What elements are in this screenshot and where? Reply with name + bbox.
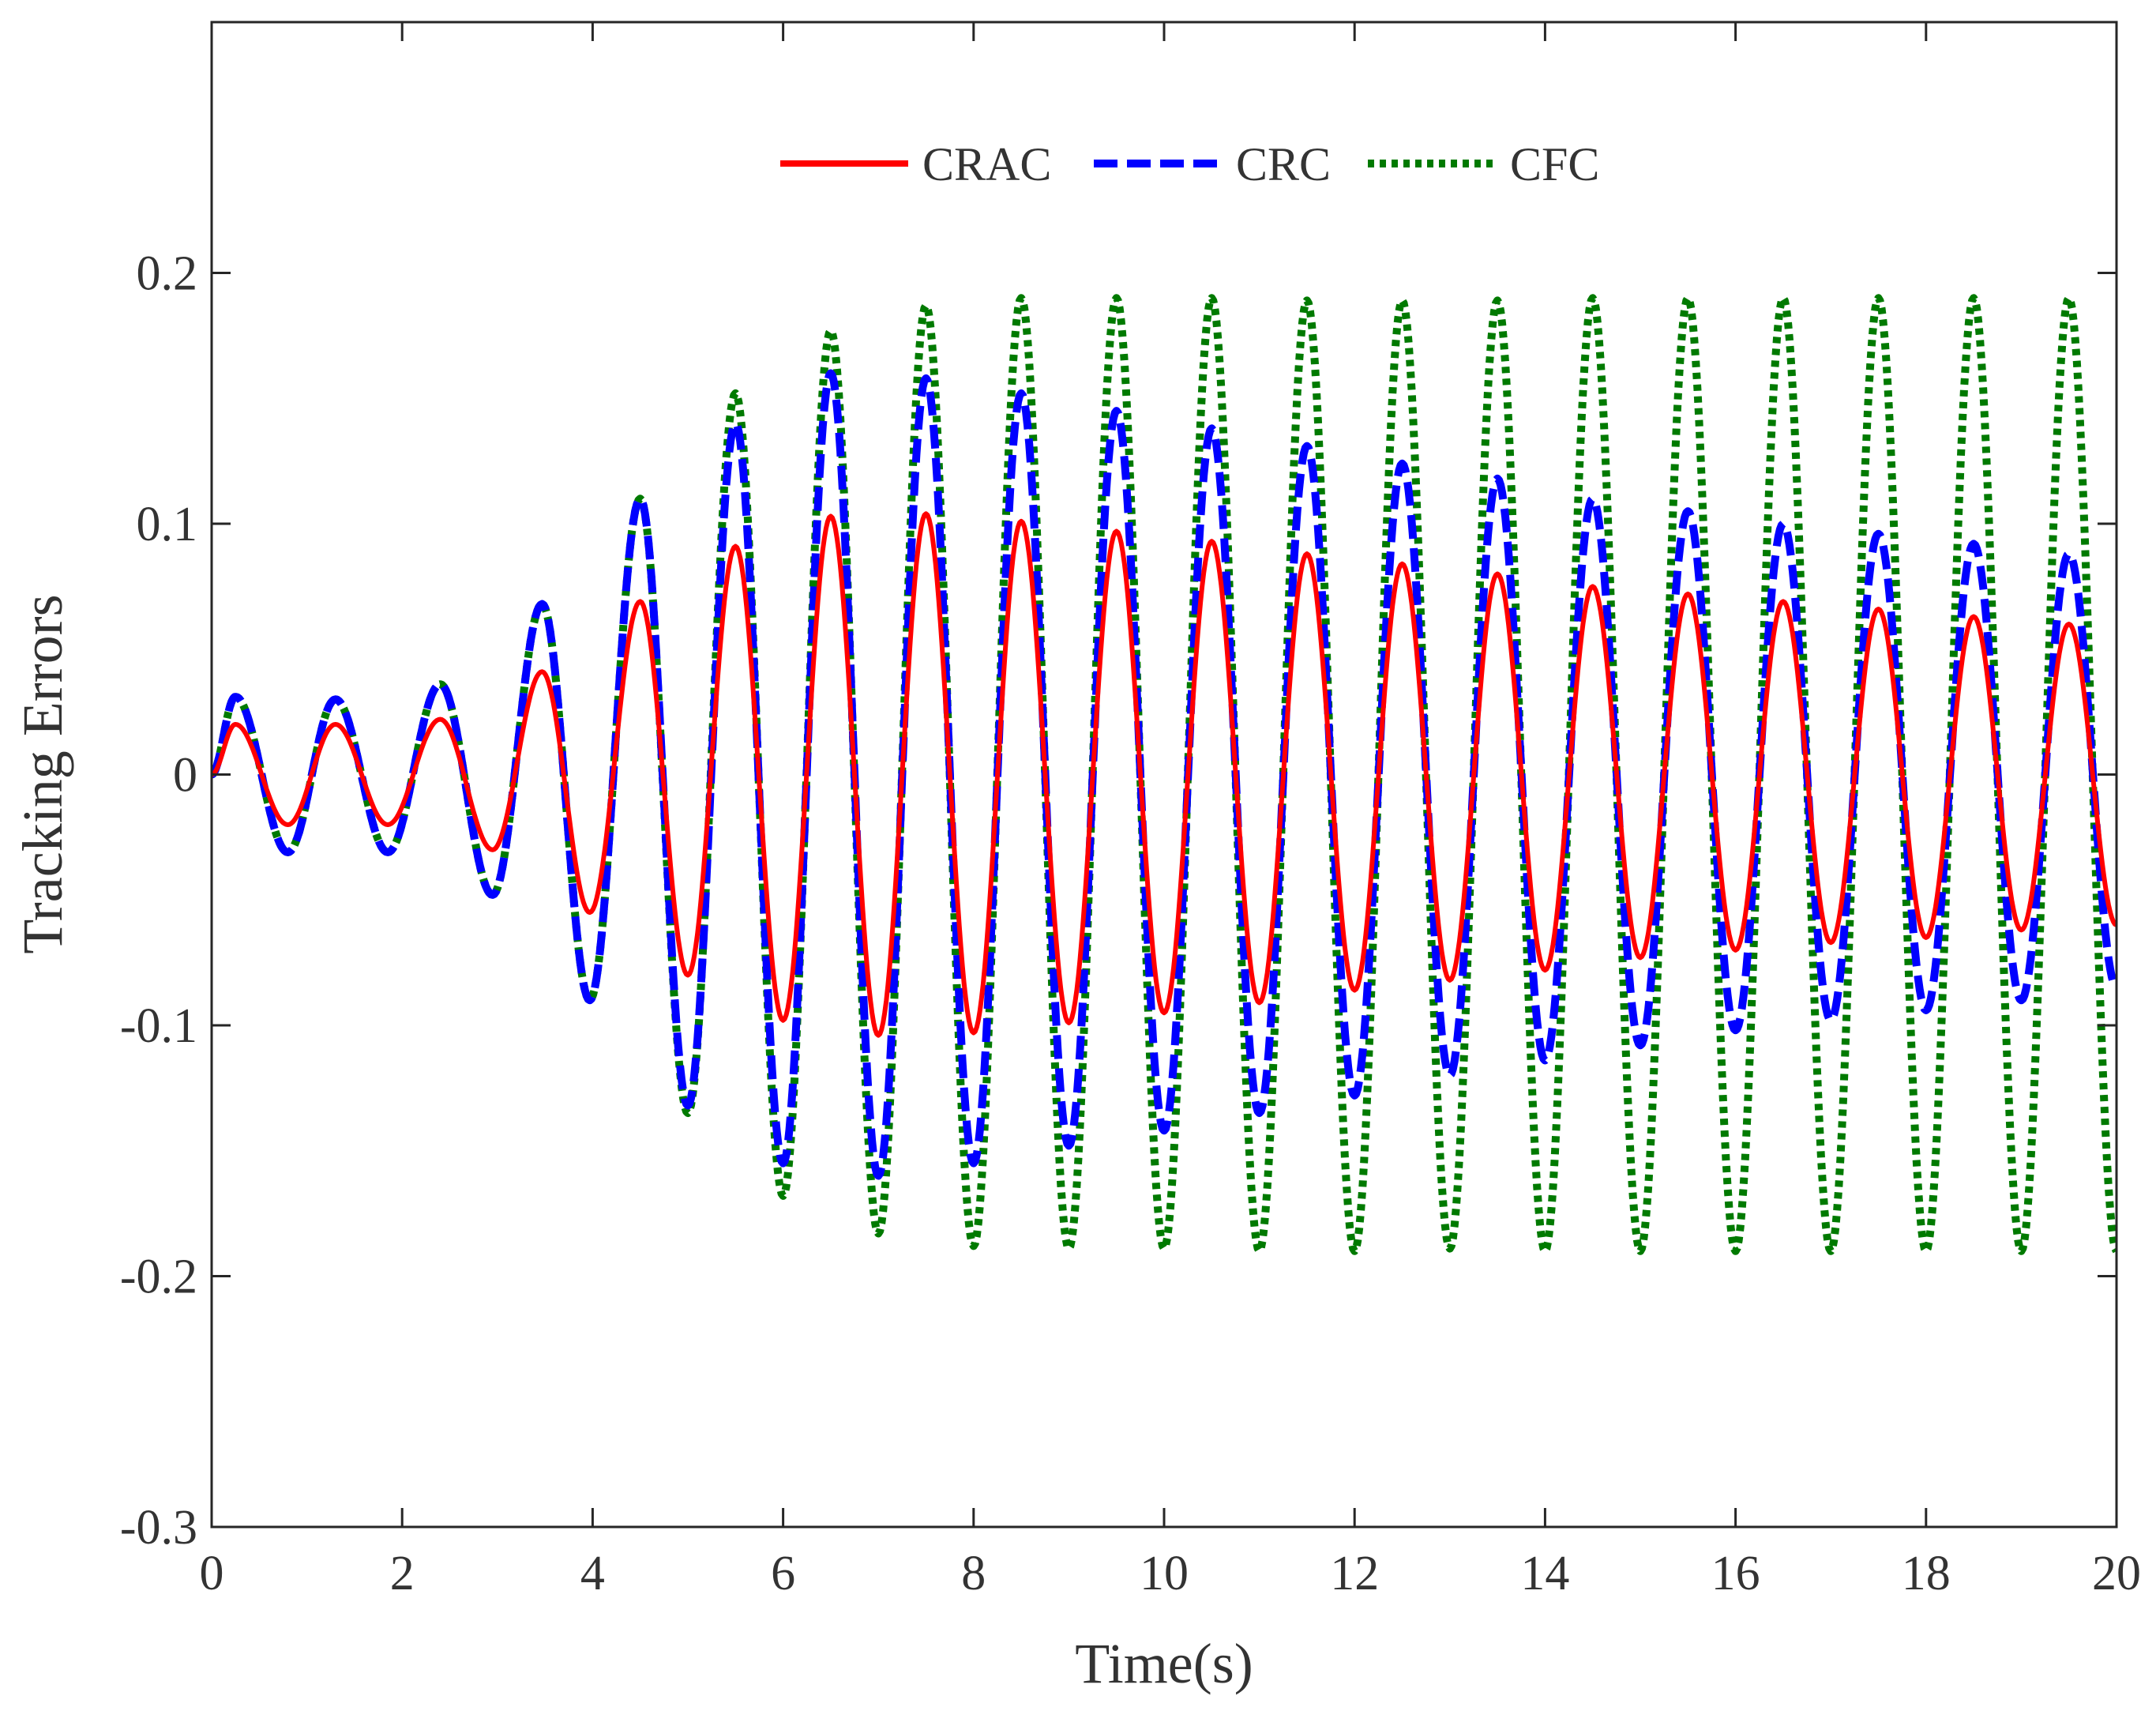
y-tick-label: 0.2 [137, 247, 198, 301]
x-tick-label: 0 [200, 1547, 224, 1600]
y-tick-label: -0.2 [120, 1250, 197, 1304]
plot-background [212, 22, 2117, 1527]
x-tick-label: 2 [390, 1547, 415, 1600]
x-tick-label: 4 [580, 1547, 605, 1600]
y-tick-label: 0.1 [137, 498, 198, 551]
series-line-crc [212, 369, 2117, 1180]
x-tick-label: 12 [1330, 1547, 1379, 1600]
legend-label-crac: CRAC [922, 138, 1051, 190]
series-line-crac [212, 511, 2117, 1038]
ticks-layer: 0 2 4 6 8 10 12 14 16 18 20 -0.3 -0.2 -0.1 0 0.1 0.2 [120, 22, 2141, 1600]
x-tick-label: 16 [1711, 1547, 1760, 1600]
series-layer [212, 294, 2117, 1255]
legend-label-crc: CRC [1236, 138, 1331, 190]
x-tick-label: 8 [961, 1547, 986, 1600]
x-axis-title: Time(s) [1075, 1632, 1253, 1695]
y-axis-title: Tracking Errors [11, 594, 74, 953]
x-tick-label: 6 [771, 1547, 795, 1600]
y-tick-label: -0.1 [120, 999, 197, 1053]
x-tick-label: 14 [1520, 1547, 1569, 1600]
y-tick-label: 0 [173, 749, 197, 803]
y-tick-label: -0.3 [120, 1501, 197, 1555]
legend-label-cfc: CFC [1510, 138, 1599, 190]
x-tick-label: 20 [2092, 1547, 2141, 1600]
plot-frame [210, 21, 2118, 1529]
x-tick-label: 18 [1902, 1547, 1951, 1600]
x-tick-label: 10 [1140, 1547, 1189, 1600]
legend: CRAC CRC CFC [780, 138, 1599, 190]
